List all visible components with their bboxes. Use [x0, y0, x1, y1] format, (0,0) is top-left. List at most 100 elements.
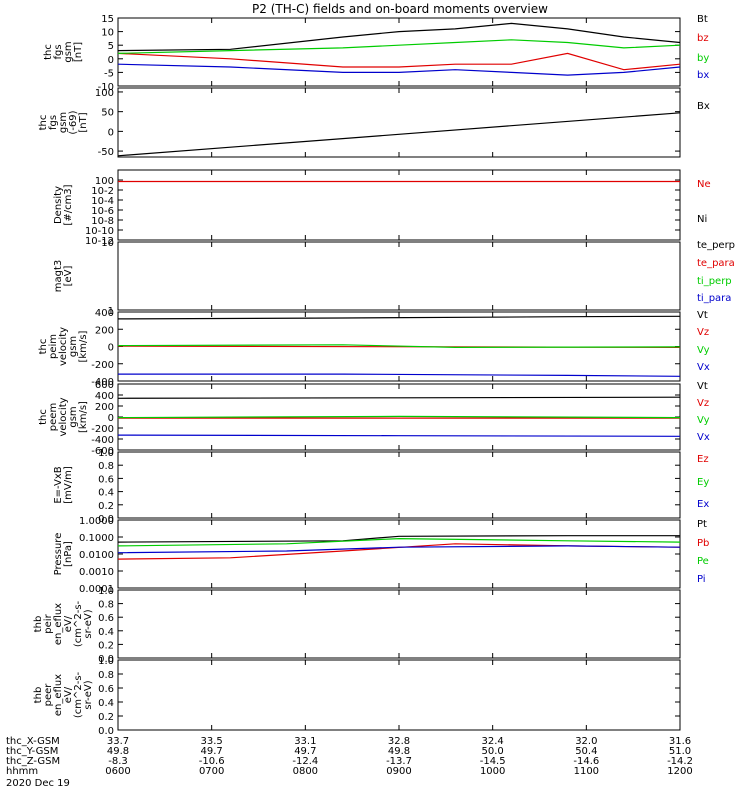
y-tick-label: 10 [101, 28, 114, 39]
y-tick-label: 1.0 [98, 448, 114, 459]
series-Bx [117, 112, 681, 157]
y-tick-label: -50 [98, 147, 114, 158]
y-axis-label: (cm^2-s- [73, 671, 84, 718]
x-tick-label: 32.8 [388, 736, 410, 747]
y-tick-label: 0 [108, 413, 114, 424]
y-axis-label: E=-VxB [53, 466, 64, 503]
y-tick-label: 0.2 [98, 640, 114, 651]
y-axis-label: thc [38, 339, 49, 355]
y-axis-label: thc [38, 409, 49, 425]
series-Vt [117, 396, 681, 399]
y-axis-label: peem [48, 403, 59, 431]
y-tick-label: 0.6 [98, 474, 114, 485]
y-tick-label: 10-4 [91, 196, 114, 207]
legend-Vx: Vx [697, 362, 710, 373]
x-tick-label: 31.6 [669, 736, 691, 747]
y-axis-label: [nT] [78, 112, 89, 132]
y-axis-label: peim [48, 334, 59, 359]
y-axis-label: [nT] [73, 42, 84, 62]
x-tick-label: 49.7 [201, 746, 223, 757]
x-tick-label: 0900 [386, 766, 411, 777]
x-tick-label: -12.4 [292, 756, 318, 767]
series-Bt [117, 22, 681, 52]
x-tick-label: 1000 [480, 766, 505, 777]
x-tick-label: 51.0 [669, 746, 691, 757]
x-tick-label: 33.7 [107, 736, 129, 747]
y-tick-label: 0.8 [98, 600, 114, 611]
x-tick-label: 33.5 [201, 736, 223, 747]
legend-Ey: Ey [697, 477, 709, 488]
x-tick-label: -13.7 [386, 756, 412, 767]
y-tick-label: -10 [98, 82, 114, 93]
panel-8: 0.0001 0.0010 0.0100 0.1000 1.0000 Pressure [n… [53, 516, 709, 595]
y-tick-label: 1.0 [98, 586, 114, 597]
series-Vx [117, 434, 681, 437]
x-tick-label: 49.8 [107, 746, 129, 757]
x-axis-row-label: thc_Z-GSM [6, 756, 60, 767]
y-tick-label: 0 [108, 343, 114, 354]
y-axis-label: (cm^2-s- [73, 600, 84, 647]
series-Vy [117, 344, 681, 349]
panel-10: 0.0 0.2 0.4 0.6 0.8 1.0 thb peer en_eflux eV/(cm^… [33, 656, 681, 737]
panel-2: -50 0 50 100 thc fgs gsm (-69) [nT] Bx [38, 87, 710, 158]
y-tick-label: 10 [101, 238, 114, 249]
y-tick-label: -600 [91, 446, 114, 457]
series-Vy [117, 415, 681, 419]
panel-7: 0.0 0.2 0.4 0.6 0.8 1.0 E=-VxB [mV/m] Ez Ey Ex [53, 448, 709, 525]
x-tick-label: 0800 [293, 766, 318, 777]
y-axis-label: thc [38, 115, 49, 131]
series-bz [117, 52, 681, 71]
y-tick-label: -200 [91, 360, 114, 371]
x-tick-label: 33.1 [294, 736, 316, 747]
y-axis-label: velocity [58, 397, 69, 436]
x-tick-label: -14.6 [573, 756, 599, 767]
legend-Ex: Ex [697, 499, 709, 510]
y-tick-label: 0.4 [98, 627, 114, 638]
y-tick-label: 0 [108, 55, 114, 66]
y-tick-label: 0.0010 [79, 567, 114, 578]
x-tick-label: 49.8 [388, 746, 410, 757]
legend-Ne: Ne [697, 179, 711, 190]
legend-Bx: Bx [697, 101, 710, 112]
series-bx [117, 63, 681, 76]
y-tick-label: 10-2 [91, 186, 114, 197]
y-tick-label: 0.0 [98, 726, 114, 737]
legend-bx: bx [697, 70, 709, 81]
x-axis-row-label: hhmm [6, 766, 38, 777]
x-tick-label: -14.2 [667, 756, 693, 767]
panel-5: -400 -200 0 200 400 thc peim velocity gsm [km/s] V… [38, 308, 710, 388]
y-tick-label: 1.0 [98, 656, 114, 667]
panel-frame [117, 169, 681, 241]
y-axis-label: [km/s] [78, 401, 89, 433]
x-tick-label: 50.0 [482, 746, 504, 757]
y-axis-label: [mV/m] [63, 466, 74, 504]
x-tick-label: -8.3 [108, 756, 128, 767]
x-tick-label: 0600 [105, 766, 130, 777]
y-axis-label: fgs [48, 115, 59, 130]
x-tick-label: 32.0 [575, 736, 597, 747]
y-tick-label: 0.4 [98, 488, 114, 499]
y-tick-label: 0.6 [98, 684, 114, 695]
y-tick-label: 1 [108, 306, 114, 317]
y-tick-label: 50 [101, 108, 114, 119]
y-tick-label: 100 [95, 176, 114, 187]
y-tick-label: 15 [101, 14, 114, 25]
y-axis-label: magt3 [53, 260, 64, 293]
x-tick-label: -10.6 [199, 756, 225, 767]
x-tick-label: 1200 [667, 766, 692, 777]
x-tick-label: 49.7 [294, 746, 316, 757]
legend-ti_para: ti_para [697, 293, 731, 304]
legend-Pt: Pt [697, 519, 707, 530]
y-axis-label: sr-eV) [83, 609, 94, 638]
legend-te_perp: te_perp [697, 240, 735, 251]
x-tick-label: 0700 [199, 766, 224, 777]
y-tick-label: 100 [95, 88, 114, 99]
panel-frame [117, 519, 681, 589]
series-Vt [117, 315, 681, 320]
legend-Vx: Vx [697, 432, 710, 443]
x-axis-row-label: thc_Y-GSM [6, 746, 58, 757]
panel-frame [117, 87, 681, 158]
legend-Vz: Vz [697, 398, 709, 409]
series-Pi [117, 545, 681, 554]
